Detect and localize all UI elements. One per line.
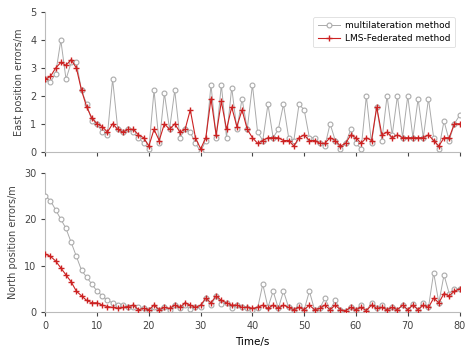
- multilateration method: [389, 133, 395, 137]
- Legend: multilateration method, LMS-Federated method: multilateration method, LMS-Federated me…: [313, 17, 455, 48]
- X-axis label: Time/s: Time/s: [235, 337, 270, 347]
- LMS-Federated method: [456, 122, 462, 126]
- multilateration method: [410, 136, 416, 140]
- multilateration method: [426, 97, 431, 101]
- multilateration method: [358, 147, 364, 151]
- multilateration method: [456, 113, 462, 118]
- multilateration method: [58, 38, 64, 42]
- LMS-Federated method: [389, 136, 395, 140]
- LMS-Federated method: [358, 141, 364, 146]
- LMS-Federated method: [281, 138, 286, 143]
- Line: multilateration method: multilateration method: [43, 38, 462, 154]
- multilateration method: [43, 77, 48, 81]
- Line: LMS-Federated method: LMS-Federated method: [42, 56, 463, 152]
- LMS-Federated method: [410, 136, 416, 140]
- LMS-Federated method: [312, 138, 318, 143]
- Y-axis label: East position errors/m: East position errors/m: [15, 28, 25, 136]
- LMS-Federated method: [198, 147, 203, 151]
- multilateration method: [312, 136, 318, 140]
- LMS-Federated method: [68, 58, 74, 62]
- LMS-Federated method: [426, 133, 431, 137]
- LMS-Federated method: [43, 77, 48, 81]
- Y-axis label: North position errors/m: North position errors/m: [9, 186, 18, 299]
- multilateration method: [198, 149, 203, 154]
- multilateration method: [281, 102, 286, 106]
